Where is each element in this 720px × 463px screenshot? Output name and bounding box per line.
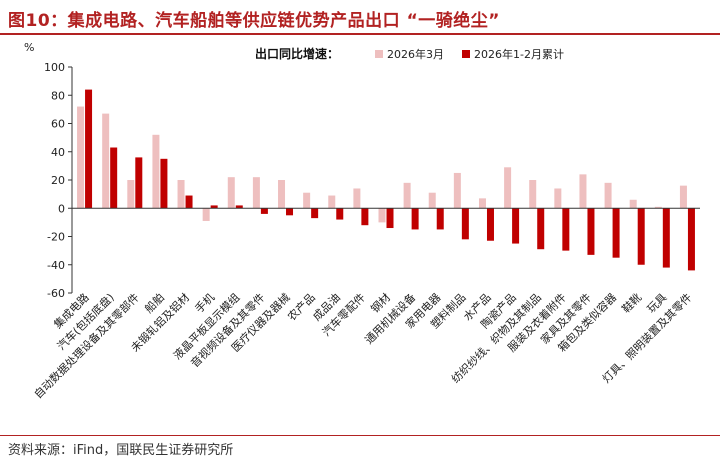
bar-jan-feb [461,208,469,240]
bar-jan-feb [612,208,620,258]
bar-jan-feb [85,89,93,209]
bar-mar [303,192,311,209]
bar-jan-feb [135,157,143,209]
category-label: 自动数据处理设备及其零部件 [31,290,142,401]
legend-label-2026-mar: 2026年3月 [387,47,444,61]
bar-jan-feb [687,208,695,271]
bar-jan-feb [436,208,444,230]
y-tick-labels: -60 -40 -20 0 20 40 60 80 100 [44,61,72,300]
y-tick-label: 100 [44,61,65,74]
bar-jan-feb [311,208,319,219]
bar-jan-feb [110,147,118,209]
bar-mar [227,177,235,209]
bar-jan-feb [210,205,218,209]
bar-chart: % -60 -40 -20 0 20 40 60 80 100 集成电路汽车(包括底盘)自动数据… [24,41,700,401]
bar-mar [328,195,336,209]
y-axis-unit: % [24,41,34,54]
bar-jan-feb [235,205,243,209]
bar-mar [278,180,286,209]
legend-title: 出口同比增速： [255,46,339,61]
bar-jan-feb [160,158,168,209]
bar-jan-feb [286,208,294,216]
y-axis: % -60 -40 -20 0 20 40 60 80 100 [24,41,73,300]
legend-swatch-2026-mar [375,50,383,58]
bar-jan-feb [336,208,344,220]
bar-mar [604,182,612,209]
bar-mar [353,188,361,209]
bar-mar [654,206,662,209]
bar-mar [102,113,110,209]
bar-mar [428,192,436,209]
bar-jan-feb [361,208,369,226]
legend-label-2026-jan-feb: 2026年1-2月累计 [474,47,564,61]
y-tick-label: -20 [47,231,65,244]
bar-jan-feb [260,208,268,214]
bar-mar [403,182,411,209]
bar-mar [529,180,537,209]
bar-jan-feb [486,208,494,241]
bar-mar [378,208,386,223]
bar-mar [629,199,637,209]
bar-mar [579,174,587,209]
y-tick-label: 40 [51,146,65,159]
bar-jan-feb [662,208,670,268]
source-note: 资料来源：iFind，国联民生证券研究所 [8,443,234,458]
bar-jan-feb [512,208,520,244]
legend: 出口同比增速： 2026年3月 2026年1-2月累计 [255,46,564,61]
bar-mar [177,180,185,209]
bar-mar [679,185,687,209]
bar-mar [504,167,512,209]
title-divider [0,33,720,35]
y-tick-label: -40 [47,259,65,272]
bar-mar [252,177,260,209]
bar-jan-feb [537,208,545,250]
category-label: 鞋靴 [619,290,644,315]
y-tick-label: 60 [51,118,65,131]
bar-jan-feb [562,208,570,251]
figure-title: 图10：集成电路、汽车船舶等供应链优势产品出口 “一骑绝尘” [8,11,500,31]
legend-swatch-2026-jan-feb [462,50,470,58]
footer-divider [0,435,720,436]
bar-mar [152,134,160,209]
bar-mar [77,106,85,209]
y-tick-label: 0 [58,202,65,215]
bar-mar [554,188,562,209]
bar-jan-feb [587,208,595,255]
bar-mar [453,172,461,209]
bar-jan-feb [185,195,193,209]
bars [77,89,695,271]
y-tick-label: 20 [51,174,65,187]
bar-jan-feb [411,208,419,230]
bar-mar [127,180,135,209]
bar-jan-feb [637,208,645,265]
bar-mar [478,198,486,209]
y-tick-label: 80 [51,89,65,102]
y-tick-label: -60 [47,287,65,300]
bar-mar [202,208,210,221]
category-label: 农产品 [285,290,318,323]
bar-jan-feb [386,208,394,229]
